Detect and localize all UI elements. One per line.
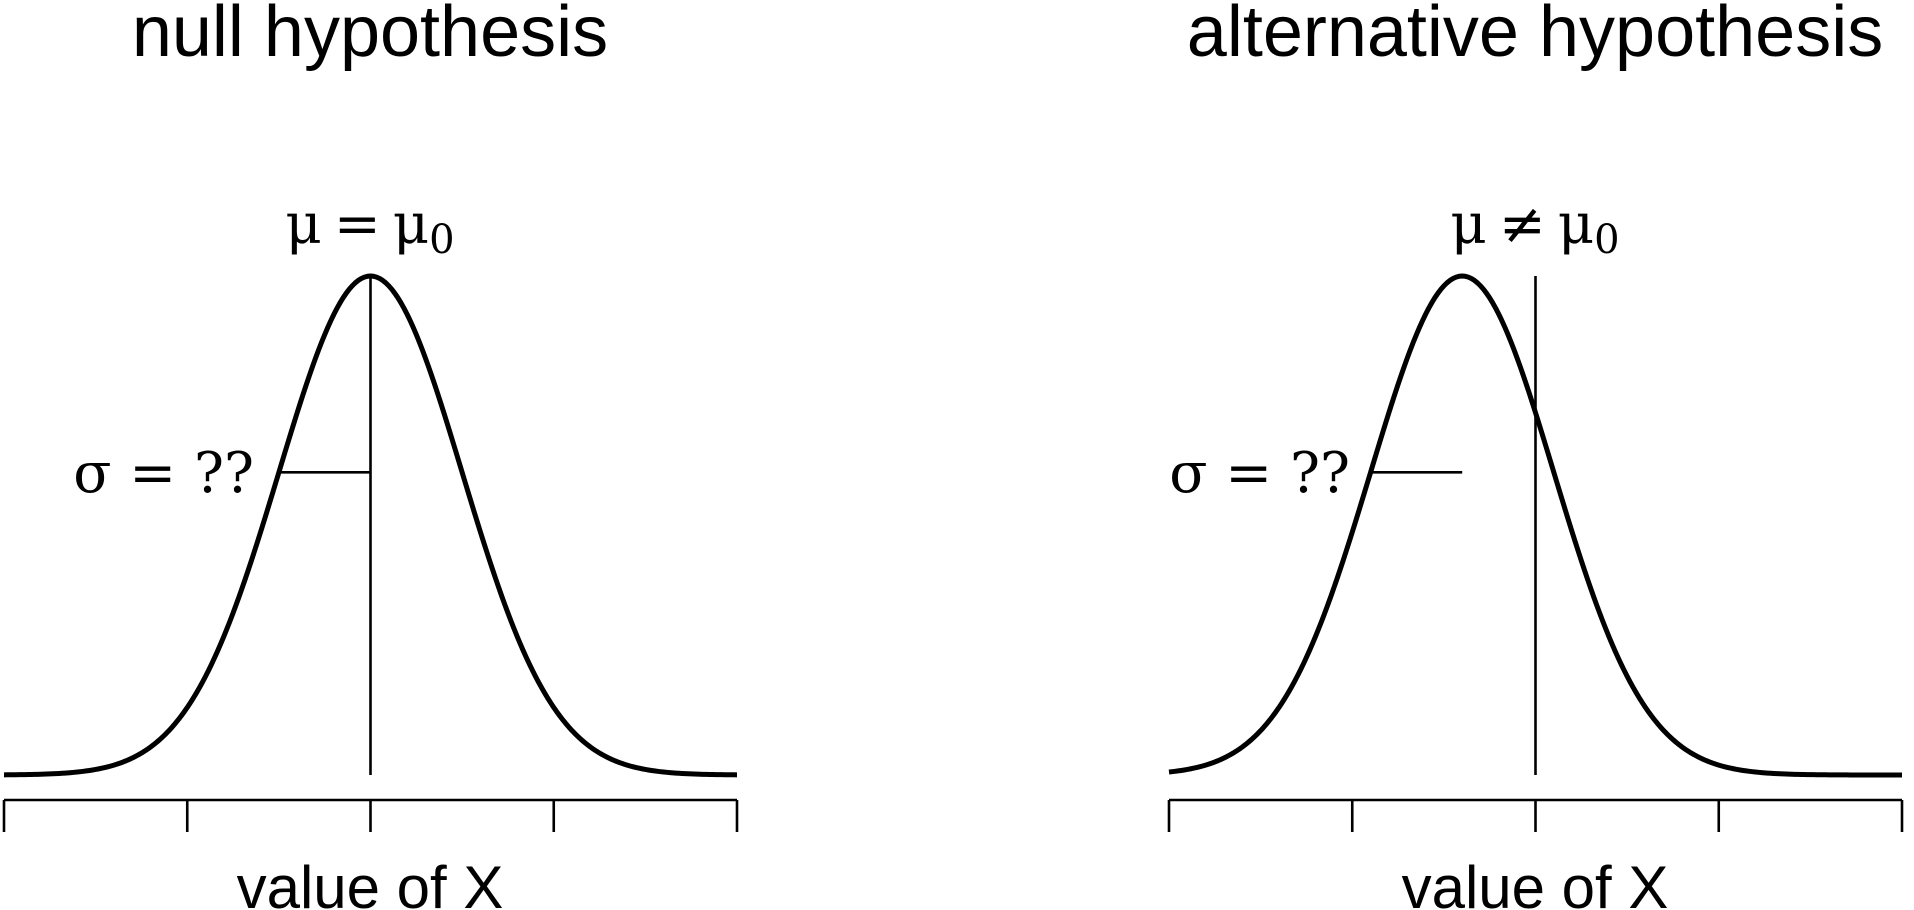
mean-ref-subscript: 0 [1594, 217, 1619, 263]
mean-relation: ≠ [1499, 192, 1546, 257]
sd-annotation: σ = ?? [73, 441, 254, 506]
mean-symbol: μ [285, 192, 321, 257]
mean-annotation: μ ≠ μ0 [1450, 192, 1619, 263]
sd-annotation: σ = ?? [1169, 441, 1350, 506]
x-axis [2, 798, 739, 832]
mean-ref-symbol: μ [1558, 192, 1594, 257]
x-axis [1167, 798, 1904, 832]
mean-annotation: μ = μ0 [285, 192, 454, 263]
x-axis-label: value of X [1402, 854, 1669, 910]
mean-relation: = [334, 192, 381, 257]
mean-ref-symbol: μ [393, 192, 429, 257]
mean-symbol: μ [1450, 192, 1486, 257]
panel-title: null hypothesis [132, 0, 608, 72]
panel-null-hypothesis: null hypothesis value of X μ = μ0 σ = ?? [2, 0, 739, 910]
panel-title: alternative hypothesis [1187, 0, 1883, 72]
panel-alternative-hypothesis: alternative hypothesis value of X μ ≠ μ0 σ… [1167, 0, 1904, 910]
x-axis-label: value of X [237, 854, 504, 910]
mean-ref-subscript: 0 [429, 217, 454, 263]
